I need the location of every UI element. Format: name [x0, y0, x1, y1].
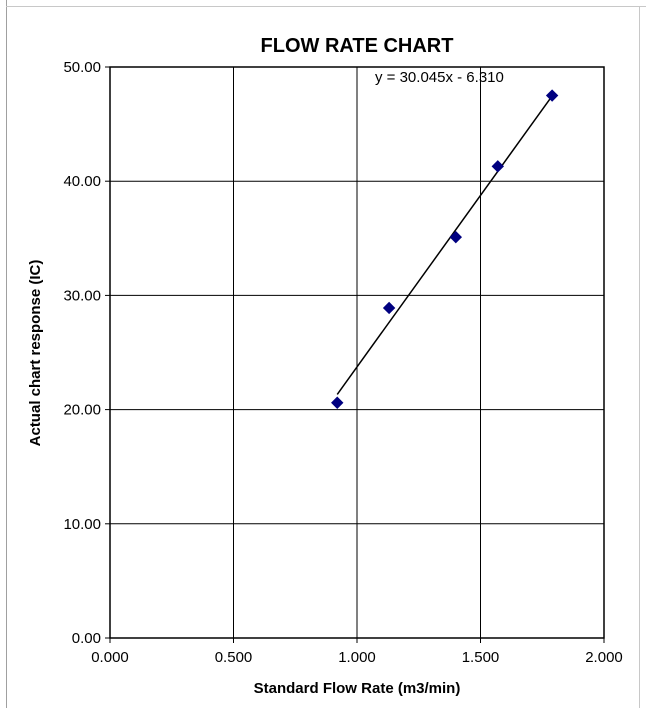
- data-point-marker: [449, 230, 463, 244]
- y-tick-label: 20.00: [63, 402, 101, 419]
- y-tick-label: 0.00: [72, 630, 101, 647]
- x-tick-label: 0.500: [215, 649, 253, 666]
- x-axis-label: Standard Flow Rate (m3/min): [254, 680, 461, 697]
- x-tick-label: 1.000: [338, 649, 376, 666]
- y-tick-label: 40.00: [63, 173, 101, 190]
- data-point-marker: [545, 89, 559, 102]
- trendline: [336, 95, 553, 395]
- data-point-marker: [382, 301, 396, 315]
- y-tick-label: 10.00: [63, 516, 101, 533]
- y-axis-ticks: 0.00 10.00 20.00 30.00 40.00 50.00: [63, 59, 110, 647]
- y-tick-label: 50.00: [63, 59, 101, 76]
- x-tick-label: 1.500: [462, 649, 500, 666]
- y-axis-label: Actual chart response (IC): [27, 260, 44, 447]
- grid-lines: [109, 66, 605, 639]
- trendline-equation: y = 30.045x - 6.310: [375, 69, 504, 86]
- data-point-marker: [491, 160, 504, 173]
- window-border-right: [639, 6, 640, 708]
- x-tick-label: 2.000: [585, 649, 623, 666]
- data-points: [331, 89, 559, 409]
- window-border-left: [6, 0, 7, 708]
- chart-title: FLOW RATE CHART: [261, 35, 454, 57]
- y-tick-label: 30.00: [63, 287, 101, 304]
- x-tick-label: 0.000: [91, 649, 129, 666]
- data-point-marker: [331, 396, 344, 409]
- x-axis-ticks: 0.000 0.500 1.000 1.500 2.000: [91, 638, 623, 666]
- window-border-top: [6, 6, 646, 7]
